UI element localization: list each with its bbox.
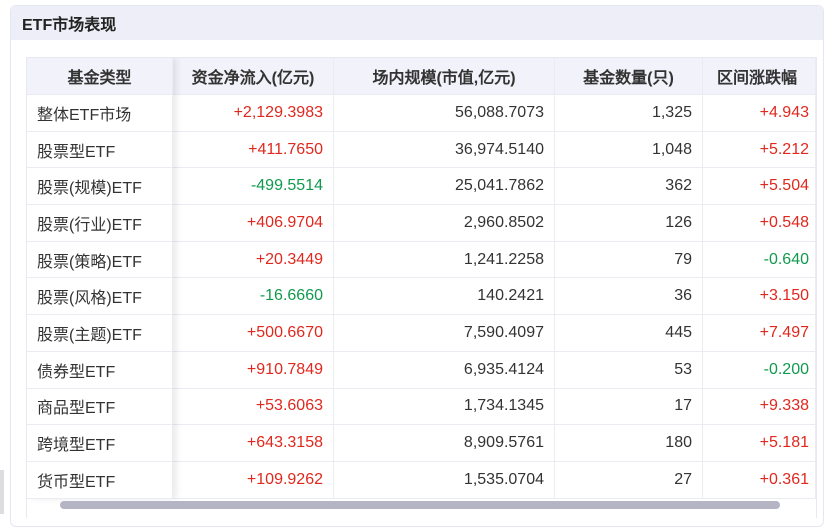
scale-cell: 1,241.2258: [334, 241, 555, 278]
fund-count-cell: 1,325: [555, 95, 703, 131]
fund-type-cell: 股票(策略)ETF: [27, 241, 173, 278]
change-cell: +0.548: [703, 205, 816, 241]
change-cell: +3.150: [703, 278, 816, 315]
table-row[interactable]: +20.3449 1,241.2258 79 -0.640: [173, 241, 816, 279]
fund-count-cell: 27: [555, 461, 703, 498]
change-cell: +5.504: [703, 168, 816, 205]
scale-cell: 6,935.4124: [334, 351, 555, 388]
fund-type-cell: 整体ETF市场: [27, 95, 173, 131]
table-row[interactable]: +411.7650 36,974.5140 1,048 +5.212: [173, 131, 816, 169]
change-cell: +7.497: [703, 315, 816, 351]
net-inflow-cell: +109.9262: [173, 461, 334, 498]
fund-count-cell: 53: [555, 351, 703, 388]
left-edge: [0, 470, 4, 514]
table-row[interactable]: +643.3158 8,909.5761 180 +5.181: [173, 425, 816, 462]
frozen-row[interactable]: 股票(主题)ETF: [27, 315, 173, 352]
table-row[interactable]: +910.7849 6,935.4124 53 -0.200: [173, 351, 816, 389]
fund-count-cell: 36: [555, 278, 703, 315]
horizontal-scrollbar[interactable]: [60, 501, 780, 509]
table-body-scroll: 资金净流入(亿元) 场内规模(市值,亿元) 基金数量(只) 区间涨跌幅 +2,129.3…: [173, 58, 816, 499]
frozen-header-row: 基金类型: [27, 58, 173, 95]
etf-table: 资金净流入(亿元) 场内规模(市值,亿元) 基金数量(只) 区间涨跌幅 +2,129.3…: [26, 57, 817, 518]
fund-type-cell: 债券型ETF: [27, 351, 173, 388]
fund-count-cell: 180: [555, 425, 703, 461]
scale-cell: 1,734.1345: [334, 388, 555, 425]
change-cell: -0.640: [703, 241, 816, 278]
header-net-inflow[interactable]: 资金净流入(亿元): [173, 58, 334, 94]
frozen-row[interactable]: 债券型ETF: [27, 351, 173, 389]
fund-type-cell: 股票(行业)ETF: [27, 205, 173, 241]
table-row[interactable]: +53.6063 1,734.1345 17 +9.338: [173, 388, 816, 426]
fund-type-cell: 商品型ETF: [27, 388, 173, 425]
table-row[interactable]: -499.5514 25,041.7862 362 +5.504: [173, 168, 816, 206]
fund-count-cell: 126: [555, 205, 703, 241]
fund-type-cell: 股票(规模)ETF: [27, 168, 173, 205]
change-cell: +0.361: [703, 461, 816, 498]
frozen-row[interactable]: 跨境型ETF: [27, 425, 173, 462]
net-inflow-cell: +910.7849: [173, 351, 334, 388]
net-inflow-cell: +406.9704: [173, 205, 334, 241]
fund-type-cell: 股票(风格)ETF: [27, 278, 173, 315]
frozen-row[interactable]: 股票(风格)ETF: [27, 278, 173, 316]
net-inflow-cell: +500.6670: [173, 315, 334, 351]
fund-type-cell: 货币型ETF: [27, 461, 173, 498]
header-fund-type[interactable]: 基金类型: [27, 58, 173, 94]
frozen-row[interactable]: 股票型ETF: [27, 131, 173, 169]
change-cell: +9.338: [703, 388, 816, 425]
table-row[interactable]: +500.6670 7,590.4097 445 +7.497: [173, 315, 816, 352]
scale-cell: 1,535.0704: [334, 461, 555, 498]
table-header-row: 资金净流入(亿元) 场内规模(市值,亿元) 基金数量(只) 区间涨跌幅: [173, 58, 816, 95]
scale-cell: 25,041.7862: [334, 168, 555, 205]
frozen-first-column: 基金类型 整体ETF市场 股票型ETF 股票(规模)ETF 股票(行业)ETF 股票(策略…: [27, 58, 173, 499]
net-inflow-cell: +411.7650: [173, 131, 334, 168]
change-cell: +5.181: [703, 425, 816, 461]
fund-count-cell: 362: [555, 168, 703, 205]
table-row[interactable]: +109.9262 1,535.0704 27 +0.361: [173, 461, 816, 499]
net-inflow-cell: +643.3158: [173, 425, 334, 461]
scale-cell: 7,590.4097: [334, 315, 555, 351]
frozen-row[interactable]: 股票(策略)ETF: [27, 241, 173, 279]
table-row[interactable]: -16.6660 140.2421 36 +3.150: [173, 278, 816, 316]
fund-count-cell: 79: [555, 241, 703, 278]
net-inflow-cell: -16.6660: [173, 278, 334, 315]
change-cell: +5.212: [703, 131, 816, 168]
table-row[interactable]: +406.9704 2,960.8502 126 +0.548: [173, 205, 816, 242]
frozen-row[interactable]: 货币型ETF: [27, 461, 173, 499]
change-cell: +4.943: [703, 95, 816, 131]
fund-type-cell: 股票型ETF: [27, 131, 173, 168]
scale-cell: 8,909.5761: [334, 425, 555, 461]
header-scale[interactable]: 场内规模(市值,亿元): [334, 58, 555, 94]
fund-type-cell: 股票(主题)ETF: [27, 315, 173, 351]
scale-cell: 140.2421: [334, 278, 555, 315]
frozen-row[interactable]: 股票(行业)ETF: [27, 205, 173, 242]
net-inflow-cell: +20.3449: [173, 241, 334, 278]
header-change[interactable]: 区间涨跌幅: [703, 58, 816, 94]
frozen-row[interactable]: 商品型ETF: [27, 388, 173, 426]
net-inflow-cell: +53.6063: [173, 388, 334, 425]
frozen-row[interactable]: 股票(规模)ETF: [27, 168, 173, 206]
fund-count-cell: 17: [555, 388, 703, 425]
net-inflow-cell: +2,129.3983: [173, 95, 334, 131]
scale-cell: 36,974.5140: [334, 131, 555, 168]
header-fund-count[interactable]: 基金数量(只): [555, 58, 703, 94]
fund-type-cell: 跨境型ETF: [27, 425, 173, 461]
scale-cell: 2,960.8502: [334, 205, 555, 241]
fund-count-cell: 1,048: [555, 131, 703, 168]
net-inflow-cell: -499.5514: [173, 168, 334, 205]
change-cell: -0.200: [703, 351, 816, 388]
table-row[interactable]: +2,129.3983 56,088.7073 1,325 +4.943: [173, 95, 816, 132]
panel-title: ETF市场表现: [11, 6, 823, 40]
scale-cell: 56,088.7073: [334, 95, 555, 131]
frozen-row[interactable]: 整体ETF市场: [27, 95, 173, 132]
fund-count-cell: 445: [555, 315, 703, 351]
